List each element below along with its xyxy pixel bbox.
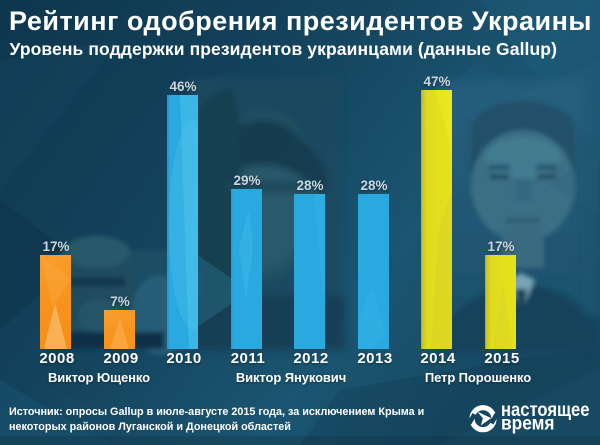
svg-text:время: время bbox=[501, 413, 555, 434]
svg-text:настоящее: настоящее bbox=[501, 400, 590, 421]
